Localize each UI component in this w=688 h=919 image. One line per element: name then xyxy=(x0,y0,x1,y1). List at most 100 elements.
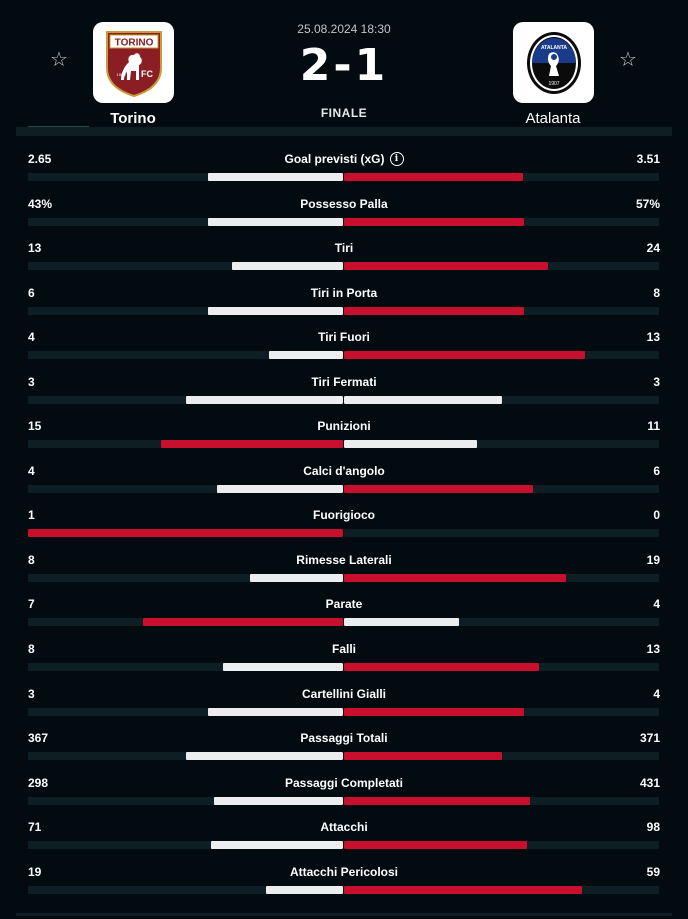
stat-row: 7 Parate 4 xyxy=(0,593,688,638)
stat-away-bar xyxy=(344,841,527,850)
stat-home-value: 3 xyxy=(28,686,35,701)
stat-home-value: 7 xyxy=(28,597,35,612)
stat-away-track xyxy=(344,573,659,582)
stat-away-track xyxy=(344,885,659,894)
stat-away-value: 13 xyxy=(646,642,660,657)
stat-away-value: 3 xyxy=(653,374,660,389)
stat-row: 43% Possesso Palla 57% xyxy=(0,193,688,238)
stat-label: Tiri Fuori xyxy=(194,326,494,348)
stat-label-text: Tiri xyxy=(334,241,354,256)
stat-label-text: Tiri Fermati xyxy=(311,374,377,389)
stat-home-bar xyxy=(28,529,343,538)
away-team-name[interactable]: Atalanta xyxy=(525,110,581,127)
stat-label: Tiri xyxy=(194,237,494,259)
stat-away-value: 13 xyxy=(646,330,660,345)
stat-home-value: 3 xyxy=(28,374,35,389)
away-team-logo[interactable]: ATALANTA 1907 xyxy=(513,22,594,103)
stat-home-bar xyxy=(223,663,343,672)
stat-away-value: 431 xyxy=(639,775,660,790)
stat-home-track xyxy=(28,663,343,672)
stat-row: 367 Passaggi Totali 371 xyxy=(0,727,688,772)
stat-away-bar xyxy=(344,484,533,493)
stat-away-track xyxy=(344,841,659,850)
atalanta-crest-icon: ATALANTA 1907 xyxy=(526,31,581,94)
stat-home-track xyxy=(28,796,343,805)
info-icon[interactable]: i xyxy=(389,152,404,166)
stat-label-text: Tiri Fuori xyxy=(318,330,370,345)
stat-label: Cartellini Gialli xyxy=(194,683,494,705)
stat-row: 4 Tiri Fuori 13 xyxy=(0,326,688,371)
stat-row: 13 Tiri 24 xyxy=(0,237,688,282)
stat-home-value: 8 xyxy=(28,642,35,657)
stat-label: Possesso Palla xyxy=(194,193,494,215)
stat-home-track xyxy=(28,217,343,226)
stat-label: Passaggi Totali xyxy=(194,727,494,749)
stats-list: 2.65 Goal previsti (xG) i 3.51 43% Possesso P… xyxy=(0,148,688,905)
stat-away-track xyxy=(344,796,659,805)
stat-row: 15 Punizioni 11 xyxy=(0,415,688,460)
stat-label: Tiri in Porta xyxy=(194,282,494,304)
stat-home-track xyxy=(28,395,343,404)
home-team-name[interactable]: Torino xyxy=(110,110,156,127)
stat-away-value: 24 xyxy=(646,241,660,256)
stat-away-track xyxy=(344,663,659,672)
home-logo-year: 1906 xyxy=(116,72,126,77)
stat-away-track xyxy=(344,618,659,627)
stat-home-track xyxy=(28,885,343,894)
stat-away-bar xyxy=(344,663,539,672)
stat-home-bar xyxy=(208,306,343,315)
stat-home-value: 298 xyxy=(28,775,49,790)
stat-label: Calci d'angolo xyxy=(194,460,494,482)
stat-home-track xyxy=(28,173,343,181)
favorite-home-star-icon[interactable]: ☆ xyxy=(50,49,68,71)
stat-away-bar xyxy=(344,707,524,716)
stat-home-track xyxy=(28,618,343,627)
stat-home-bar xyxy=(214,796,343,805)
stat-home-value: 19 xyxy=(28,864,42,879)
stat-label-text: Parate xyxy=(325,597,363,612)
stat-label: Tiri Fermati xyxy=(194,371,494,393)
stat-away-value: 6 xyxy=(653,463,660,478)
away-logo-year: 1907 xyxy=(548,81,559,87)
stat-label-text: Goal previsti (xG) xyxy=(284,152,385,166)
stat-home-bar xyxy=(266,885,343,894)
stat-label-text: Passaggi Completati xyxy=(284,775,404,790)
stat-label-text: Punizioni xyxy=(317,419,371,434)
header-divider xyxy=(16,127,672,136)
stat-label: Goal previsti (xG) i xyxy=(194,148,494,170)
stat-label-text: Attacchi Pericolosi xyxy=(289,864,399,879)
home-logo-text: TORINO xyxy=(114,37,153,48)
match-status: FINALE xyxy=(320,106,368,120)
stat-away-bar xyxy=(344,173,524,181)
home-team-logo[interactable]: TORINO 1906 FC xyxy=(93,22,174,103)
stat-away-track xyxy=(344,306,659,315)
stat-home-bar xyxy=(249,573,343,582)
stat-away-bar xyxy=(344,885,583,894)
stat-home-bar xyxy=(207,217,343,226)
stat-away-bar xyxy=(344,395,502,404)
stat-home-track xyxy=(28,752,343,761)
stat-label: Falli xyxy=(194,638,494,660)
stat-label-text: Possesso Palla xyxy=(300,196,388,211)
stat-away-value: 11 xyxy=(647,419,660,434)
stat-home-value: 71 xyxy=(28,820,42,835)
stat-away-track xyxy=(344,395,659,404)
footer-divider xyxy=(16,913,672,916)
stat-away-value: 19 xyxy=(646,552,660,567)
stat-home-track xyxy=(28,306,343,315)
stat-label-text: Falli xyxy=(331,642,356,657)
stat-home-bar xyxy=(208,707,343,716)
stat-home-value: 43% xyxy=(28,196,53,211)
stat-away-bar xyxy=(344,752,503,761)
stat-away-bar xyxy=(344,217,524,226)
stat-label: Parate xyxy=(194,593,494,615)
stat-label-text: Tiri in Porta xyxy=(310,285,378,300)
stat-home-value: 8 xyxy=(28,552,35,567)
stat-label-text: Rimesse Laterali xyxy=(296,552,392,567)
favorite-away-star-icon[interactable]: ☆ xyxy=(619,49,637,71)
stat-away-value: 4 xyxy=(653,597,660,612)
stat-home-track xyxy=(28,529,343,538)
stat-row: 2.65 Goal previsti (xG) i 3.51 xyxy=(0,148,688,193)
stat-away-bar xyxy=(344,262,549,271)
stat-home-value: 1 xyxy=(28,508,35,523)
